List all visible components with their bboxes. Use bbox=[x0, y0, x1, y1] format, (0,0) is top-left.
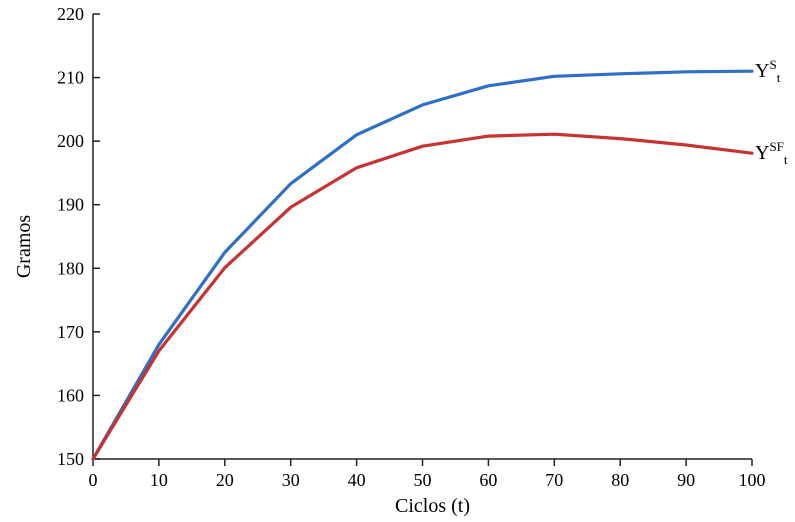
x-tick-label: 0 bbox=[89, 470, 98, 490]
y-tick-label: 150 bbox=[57, 449, 84, 469]
y-tick-label: 220 bbox=[57, 4, 84, 24]
x-tick-label: 60 bbox=[479, 470, 497, 490]
x-axis-ticks: 0 10 20 30 40 50 60 70 80 90 100 bbox=[89, 459, 766, 490]
x-tick-label: 10 bbox=[150, 470, 168, 490]
y-axis-ticks: 150 160 170 180 190 200 210 220 bbox=[57, 4, 100, 469]
y-tick-label: 190 bbox=[57, 195, 84, 215]
series-line-0 bbox=[91, 69, 754, 461]
x-tick-label: 30 bbox=[282, 470, 300, 490]
series-label-sub: t bbox=[784, 152, 788, 167]
series-line-1 bbox=[91, 132, 754, 461]
y-tick-label: 210 bbox=[57, 68, 84, 88]
series-group bbox=[91, 69, 754, 461]
series-label-0: YSt bbox=[755, 57, 781, 85]
x-tick-label: 50 bbox=[414, 470, 432, 490]
y-tick-label: 180 bbox=[57, 258, 84, 278]
series-label-sub: t bbox=[777, 70, 781, 85]
series-label-sup: S bbox=[769, 57, 776, 72]
x-tick-label: 20 bbox=[216, 470, 234, 490]
series-label-sup: SF bbox=[769, 139, 783, 154]
x-axis-title: Ciclos (t) bbox=[395, 495, 470, 517]
x-tick-label: 70 bbox=[545, 470, 563, 490]
x-tick-label: 40 bbox=[348, 470, 366, 490]
y-tick-label: 200 bbox=[57, 131, 84, 151]
y-tick-label: 170 bbox=[57, 322, 84, 342]
y-tick-label: 160 bbox=[57, 385, 84, 405]
y-axis-title: Gramos bbox=[13, 215, 35, 279]
x-tick-label: 100 bbox=[739, 470, 766, 490]
series-label-base: Y bbox=[755, 60, 769, 82]
x-tick-label: 80 bbox=[611, 470, 629, 490]
x-tick-label: 90 bbox=[677, 470, 695, 490]
series-label-1: YSFt bbox=[755, 139, 788, 167]
series-label-base: Y bbox=[755, 142, 769, 164]
